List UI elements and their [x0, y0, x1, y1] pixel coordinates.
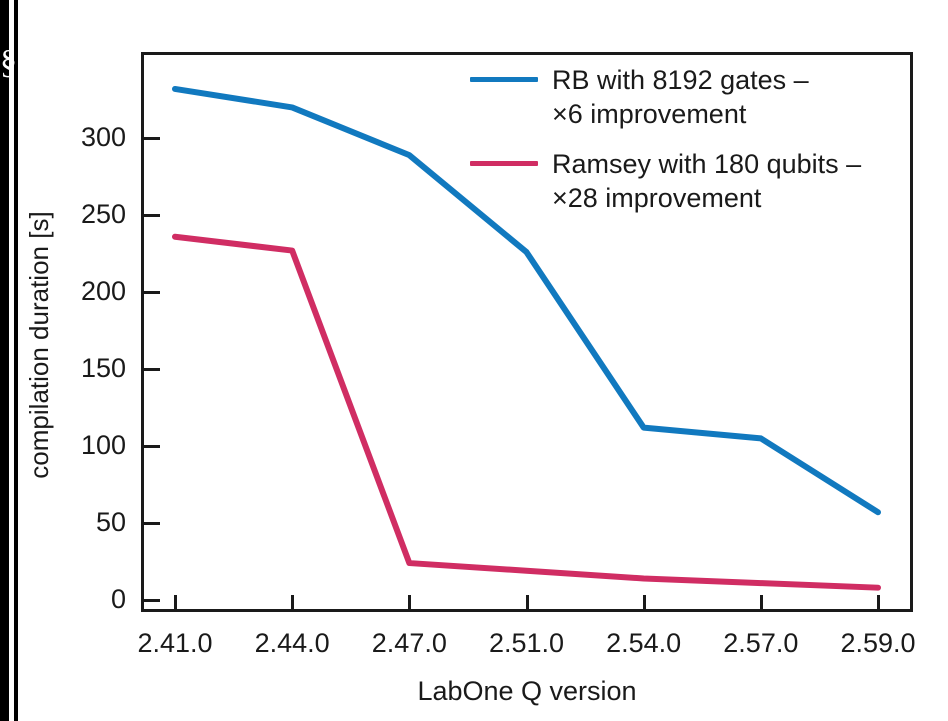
plot-lines: [172, 85, 881, 591]
left-edge-decoration-bar: [0, 0, 9, 721]
legend-label-rb: RB with 8192 gates – ×6 improvement: [552, 63, 809, 131]
y-tick-mark: [144, 368, 160, 372]
y-tick-mark: [144, 291, 160, 295]
y-tick-mark: [144, 522, 160, 526]
x-tick-label: 2.41.0: [137, 628, 213, 658]
legend-label-ramsey: Ramsey with 180 qubits – ×28 improvement: [552, 147, 861, 215]
left-edge-decoration-bar-secondary: [14, 0, 18, 721]
x-tick-mark: [408, 595, 412, 609]
y-tick-mark: [144, 599, 160, 602]
y-tick-label: 150: [80, 353, 126, 384]
legend-swatch-ramsey: [470, 161, 538, 166]
legend-swatch-rb: [470, 77, 538, 82]
x-tick-label: 2.57.0: [723, 628, 799, 658]
series-line-rb: [172, 85, 881, 516]
x-tick-mark: [291, 595, 295, 609]
series-line-ramsey: [172, 233, 881, 591]
y-tick-mark: [144, 214, 160, 218]
y-axis-title: compilation duration [s]: [24, 211, 54, 479]
x-tick-label: 2.47.0: [371, 628, 447, 658]
y-tick-label: 50: [95, 507, 126, 538]
legend-item-ramsey: Ramsey with 180 qubits – ×28 improvement: [470, 147, 900, 215]
x-tick-mark: [642, 595, 646, 609]
x-tick-label: 2.51.0: [488, 628, 565, 658]
chart-legend: RB with 8192 gates – ×6 improvement Rams…: [470, 63, 900, 231]
y-tick-label: 250: [80, 199, 126, 230]
y-tick-label: 0: [110, 584, 126, 614]
y-tick-label: 100: [80, 430, 126, 461]
corner-glyph: §: [0, 44, 17, 81]
legend-label-rb-line1: RB with 8192 gates –: [552, 65, 809, 95]
y-tick-label: 200: [80, 276, 126, 307]
legend-item-rb: RB with 8192 gates – ×6 improvement: [470, 63, 900, 131]
plot-area-frame: [141, 52, 913, 612]
y-tick-mark: [144, 137, 160, 141]
legend-label-ramsey-line1: Ramsey with 180 qubits –: [552, 149, 862, 179]
y-tick-label: 300: [80, 122, 126, 153]
x-tick-mark: [174, 595, 177, 609]
x-tick-label: 2.59.0: [840, 628, 916, 658]
x-tick-mark: [525, 595, 529, 609]
x-tick-mark: [877, 595, 880, 609]
y-tick-mark: [144, 445, 160, 449]
legend-label-rb-line2: ×6 improvement: [552, 99, 747, 129]
x-tick-mark: [759, 595, 763, 609]
x-tick-label: 2.44.0: [254, 628, 330, 658]
legend-label-ramsey-line2: ×28 improvement: [552, 183, 762, 213]
x-tick-label: 2.54.0: [606, 628, 682, 658]
x-axis-title: LabOne Q version: [417, 676, 637, 706]
